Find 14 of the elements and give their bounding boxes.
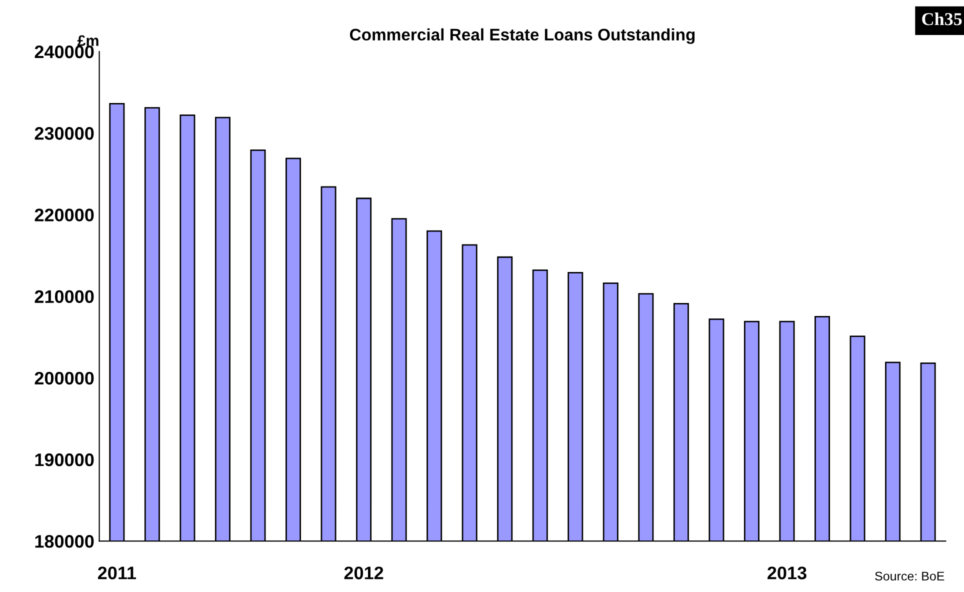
y-tick-label: 200000 [34, 372, 94, 385]
y-tick-label: 210000 [34, 290, 94, 304]
y-tick-label: 240000 [34, 45, 94, 58]
y-tick-label: 190000 [35, 453, 94, 466]
x-tick-label: 2013 [768, 566, 806, 580]
x-tick-label: 2012 [344, 566, 384, 580]
y-tick-label: 180000 [35, 535, 94, 548]
y-tick-label: 220000 [34, 208, 94, 222]
chart-title: Commercial Real Estate Loans Outstanding [350, 28, 695, 44]
text: Ch35 [922, 12, 962, 26]
x-tick-label: 2011 [98, 566, 136, 580]
y-axis-title: £m [77, 35, 98, 46]
y-tick-label: 230000 [34, 127, 94, 140]
source-note: Source: BoE [875, 572, 944, 581]
